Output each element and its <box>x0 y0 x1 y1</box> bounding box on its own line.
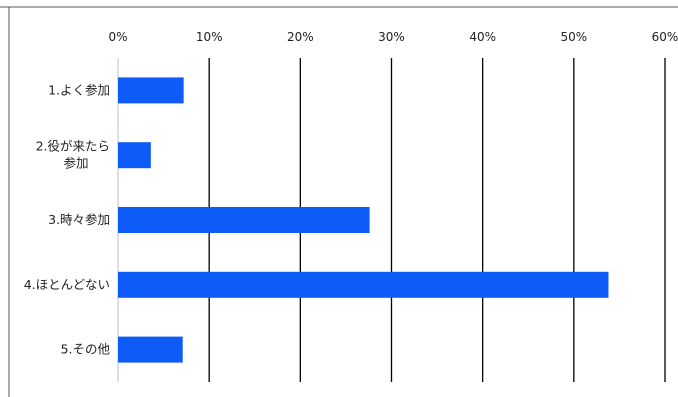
x-tick-label: 30% <box>378 30 405 44</box>
x-tick-label: 0% <box>108 30 127 44</box>
x-tick-label: 40% <box>469 30 496 44</box>
bar-5 <box>118 336 183 363</box>
category-label-2: 2.役が来たら <box>36 139 110 154</box>
bar-1 <box>118 77 184 104</box>
category-label-4: 4.ほとんどない <box>24 277 110 292</box>
bar-2 <box>118 142 151 169</box>
bar-4 <box>118 271 609 298</box>
x-axis-tick-labels: 0% 10% 20% 30% 40% 50% 60% <box>108 30 678 44</box>
category-label-2: 参加 <box>63 156 88 171</box>
category-label-3: 3.時々参加 <box>48 212 110 227</box>
category-label-1: 1.よく参加 <box>48 82 110 97</box>
x-tick-label: 20% <box>287 30 314 44</box>
bars <box>118 77 609 363</box>
x-tick-label: 50% <box>560 30 587 44</box>
x-tick-label: 60% <box>652 30 678 44</box>
bar-3 <box>118 207 370 233</box>
category-label-5: 5.その他 <box>61 342 111 357</box>
chart-frame <box>0 6 678 397</box>
x-tick-label: 10% <box>196 30 223 44</box>
